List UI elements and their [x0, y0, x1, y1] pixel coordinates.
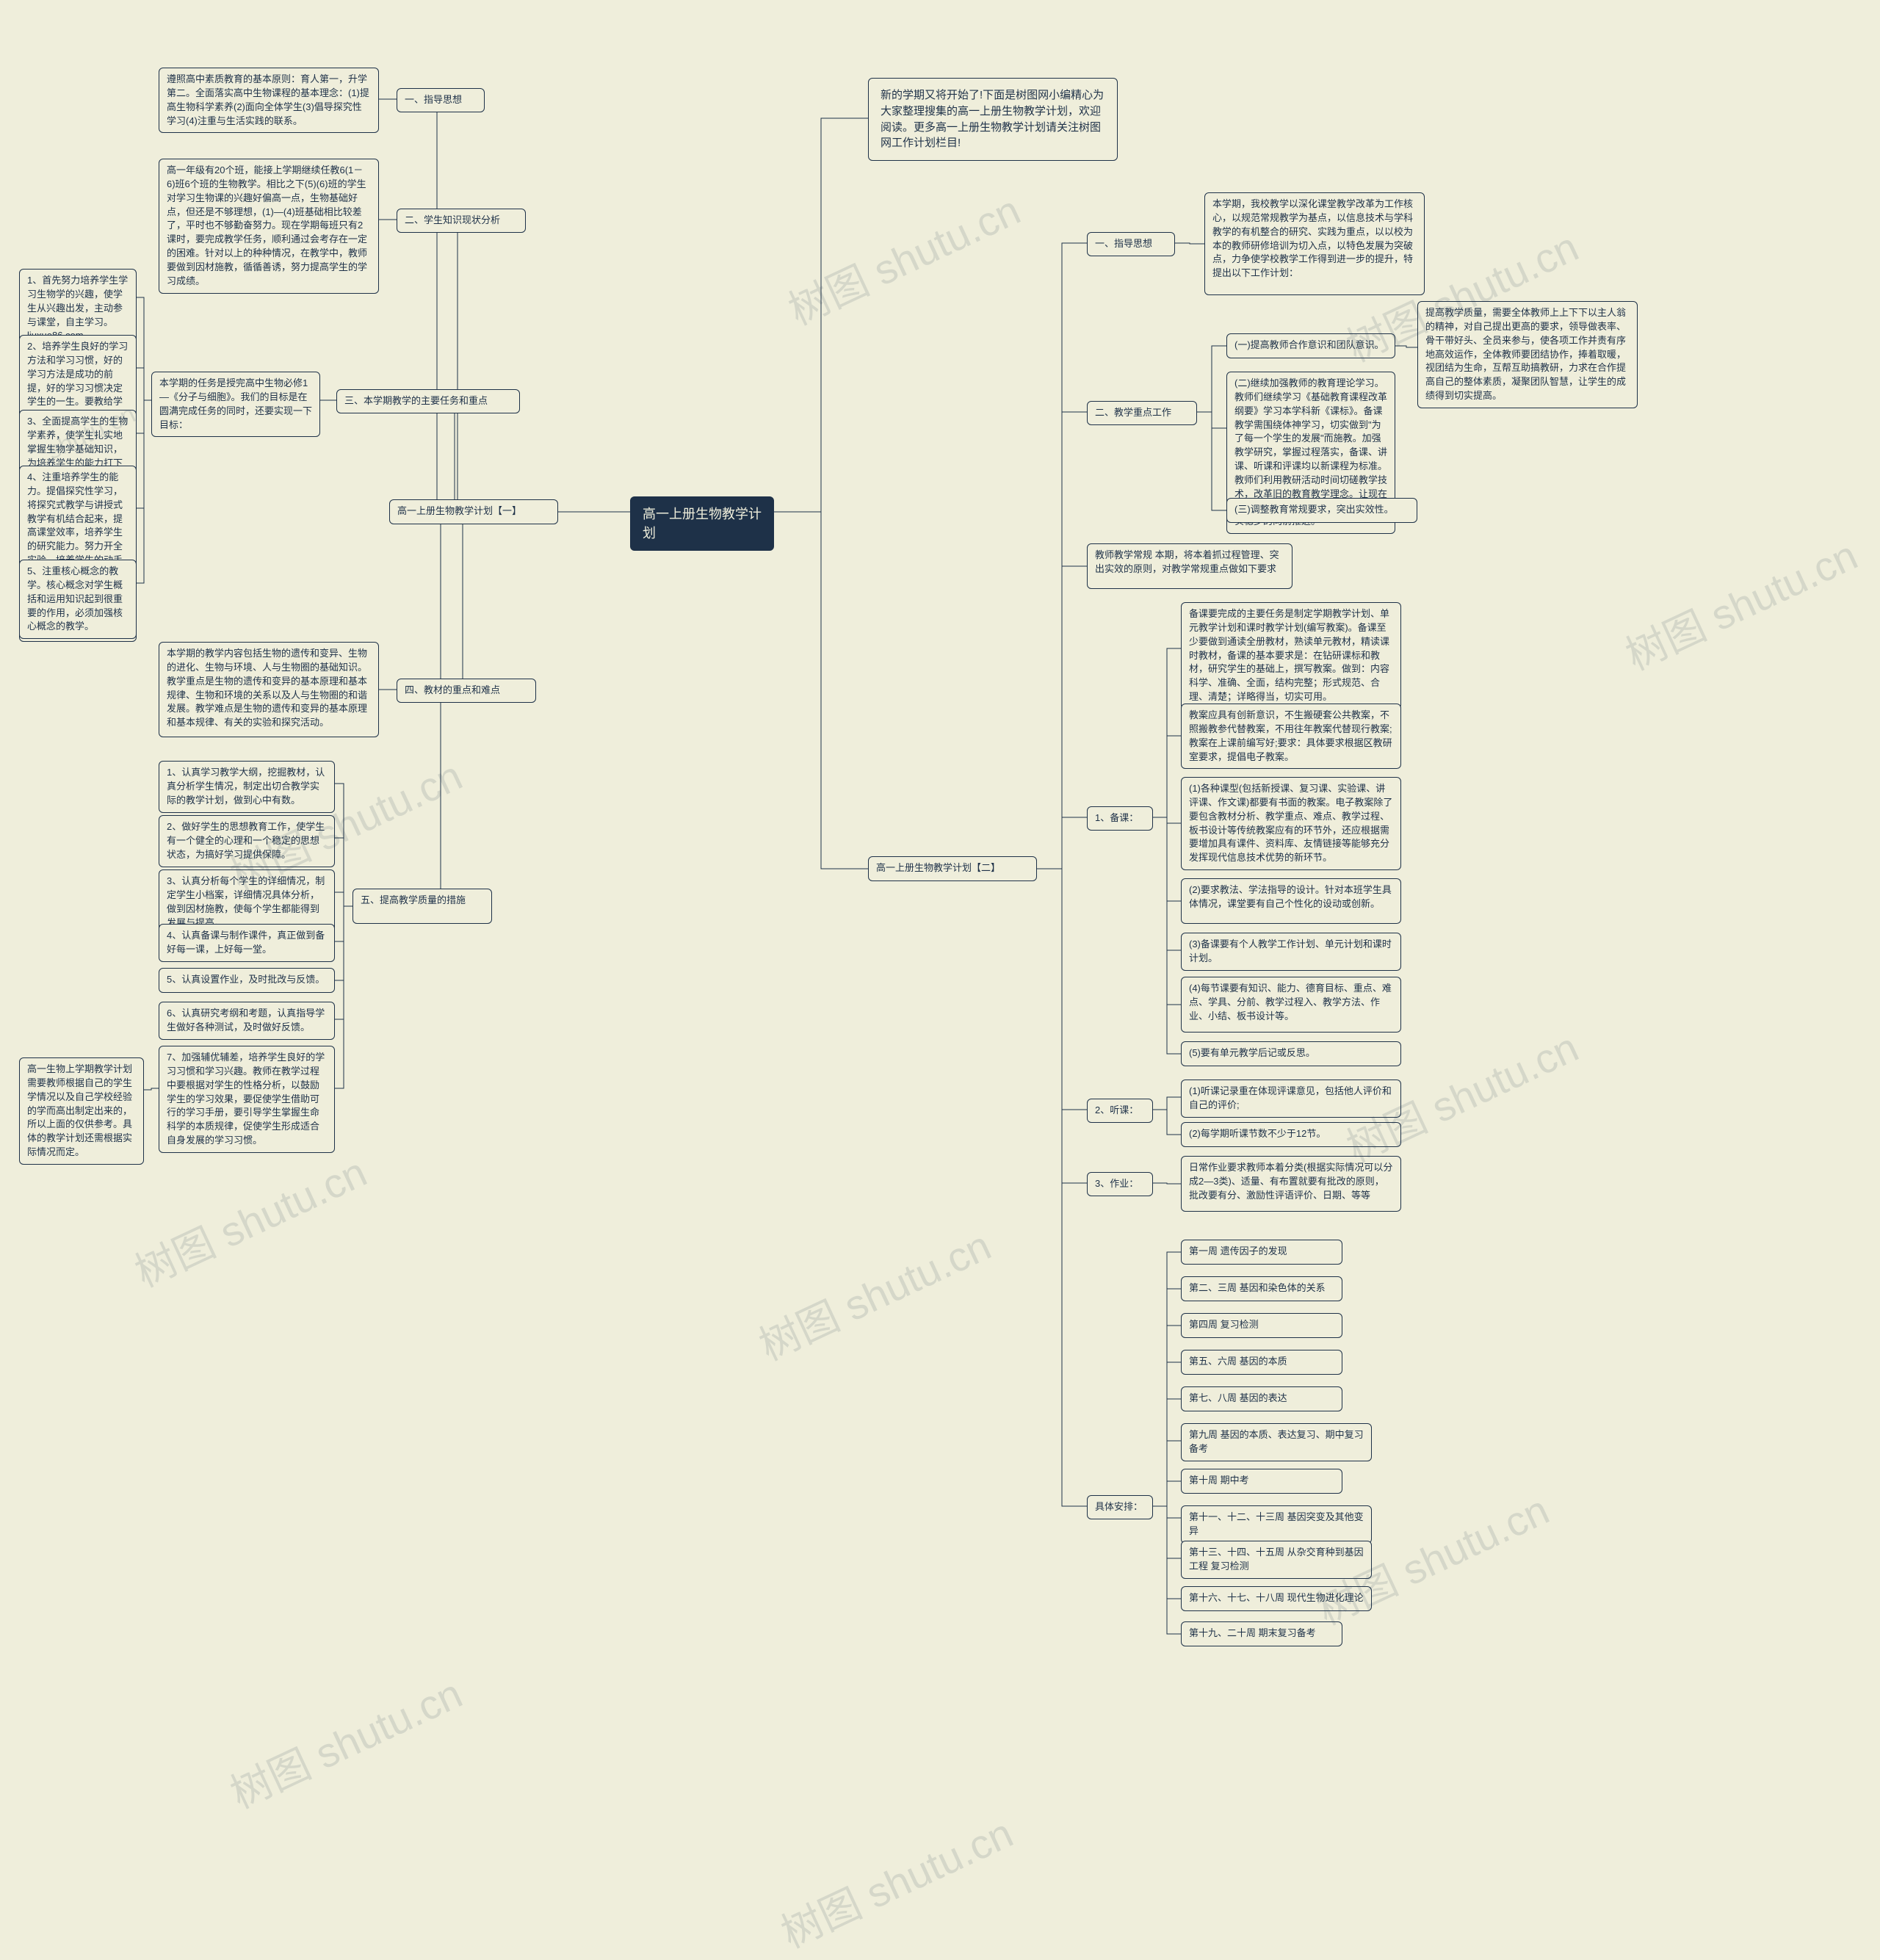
- mindmap-node[interactable]: 高一生物上学期教学计划需要教师根据自己的学生学情况以及自己学校经验的学而高出制定…: [19, 1057, 144, 1165]
- mindmap-node[interactable]: (5)要有单元教学后记或反思。: [1181, 1041, 1401, 1066]
- mindmap-node[interactable]: 3、作业：: [1087, 1172, 1153, 1196]
- mindmap-node[interactable]: 具体安排：: [1087, 1495, 1153, 1519]
- mindmap-node[interactable]: 第十周 期中考: [1181, 1469, 1342, 1494]
- connector: [1197, 412, 1226, 510]
- mindmap-node[interactable]: 第十六、十七、十八周 现代生物进化理论: [1181, 1586, 1372, 1611]
- mindmap-node[interactable]: 1、备课：: [1087, 806, 1153, 831]
- mindmap-node[interactable]: (2)每学期听课节数不少于12节。: [1181, 1122, 1401, 1147]
- connector: [335, 906, 352, 1088]
- connector: [389, 512, 492, 906]
- mindmap-node[interactable]: 7、加强辅优辅差，培养学生良好的学习习惯和学习兴趣。教师在教学过程中要根据对学生…: [159, 1046, 335, 1153]
- mindmap-node[interactable]: (1)各种课型(包括新授课、复习课、实验课、讲评课、作文课)都要有书面的教案。电…: [1181, 777, 1401, 870]
- mindmap-node[interactable]: 高一上册生物教学计划【二】: [868, 856, 1037, 881]
- mindmap-node[interactable]: 第一周 遗传因子的发现: [1181, 1240, 1342, 1265]
- mindmap-node[interactable]: (2)要求教法、学法指导的设计。针对本班学生具体情况，课堂要有自己个性化的设动或…: [1181, 878, 1401, 924]
- mindmap-node[interactable]: 6、认真研究考纲和考题，认真指导学生做好各种测试，及时做好反馈。: [159, 1002, 335, 1040]
- mindmap-node[interactable]: 一、指导思想: [1087, 232, 1175, 256]
- connector: [1197, 346, 1226, 412]
- mindmap-node[interactable]: 高一上册生物教学计划【一】: [389, 499, 558, 524]
- mindmap-node[interactable]: 提高教学质量，需要全体教师上上下下以主人翁的精神，对自己提出更高的要求，领导做表…: [1417, 301, 1638, 408]
- mindmap-node[interactable]: 2、听课：: [1087, 1099, 1153, 1123]
- connector: [1153, 1183, 1181, 1184]
- mindmap-node[interactable]: 日常作业要求教师本着分类(根据实际情况可以分成2—3类)、适量、有布置就要有批改…: [1181, 1156, 1401, 1212]
- mindmap-node[interactable]: 5、注重核心概念的教学。核心概念对学生概括和运用知识起到很重要的作用，必须加强核…: [19, 560, 137, 639]
- connector: [144, 1088, 159, 1090]
- mindmap-node[interactable]: 四、教材的重点和难点: [397, 679, 536, 703]
- connector: [389, 99, 485, 512]
- mindmap-node[interactable]: 第十九、二十周 期末复习备考: [1181, 1621, 1342, 1646]
- connector: [1037, 817, 1087, 869]
- connector: [774, 118, 868, 512]
- connector: [1037, 869, 1087, 1506]
- mindmap-node[interactable]: 第九周 基因的本质、表达复习、期中复习备考: [1181, 1423, 1372, 1461]
- mindmap-node[interactable]: 本学期的任务是授完高中生物必修1—《分子与细胞》。我们的目标是在圆满完成任务的同…: [151, 372, 320, 437]
- mindmap-node[interactable]: 二、学生知识现状分析: [397, 209, 526, 233]
- mindmap-node[interactable]: (4)每节课要有知识、能力、德育目标、重点、难点、学具、分前、教学过程入、教学方…: [1181, 977, 1401, 1033]
- connector: [1153, 736, 1181, 817]
- mindmap-node[interactable]: 5、认真设置作业，及时批改与反馈。: [159, 968, 335, 993]
- mindmap-node[interactable]: 1、认真学习教学大纲，挖掘教材，认真分析学生情况，制定出切合教学实际的教学计划，…: [159, 761, 335, 813]
- connector: [389, 400, 520, 512]
- mindmap-node[interactable]: 第五、六周 基因的本质: [1181, 1350, 1342, 1375]
- mindmap-node[interactable]: 高一年级有20个班，能接上学期继续任教6(1－6)班6个班的生物教学。相比之下(…: [159, 159, 379, 294]
- connector: [1153, 1481, 1181, 1506]
- mindmap-node[interactable]: 遵照高中素质教育的基本原则：育人第一，升学第二。全面落实高中生物课程的基本理念：…: [159, 68, 379, 133]
- mindmap-node[interactable]: 本学期的教学内容包括生物的遗传和变异、生物的进化、生物与环境、人与生物圈的基础知…: [159, 642, 379, 737]
- mindmap-node[interactable]: 三、本学期教学的主要任务和重点: [336, 389, 520, 413]
- connector: [1153, 1506, 1181, 1634]
- mindmap-node[interactable]: 高一上册生物教学计划: [630, 496, 774, 551]
- connector: [389, 512, 536, 690]
- mindmap-node[interactable]: (三)调整教育常规要求，突出实效性。: [1226, 498, 1417, 523]
- connector: [1175, 243, 1204, 244]
- mindmap-node[interactable]: (3)备课要有个人教学工作计划、单元计划和课时计划。: [1181, 933, 1401, 971]
- mindmap-node[interactable]: 新的学期又将开始了!下面是树图网小编精心为大家整理搜集的高一上册生物教学计划，欢…: [868, 78, 1118, 161]
- mindmap-node[interactable]: 第二、三周 基因和染色体的关系: [1181, 1276, 1342, 1301]
- mindmap-node[interactable]: (一)提高教师合作意识和团队意识。: [1226, 333, 1395, 358]
- mindmap-node[interactable]: 教案应具有创新意识，不生搬硬套公共教案，不照搬教参代替教案，不用往年教案代替现行…: [1181, 704, 1401, 769]
- connector: [774, 512, 868, 869]
- mindmap-node[interactable]: 一、指导思想: [397, 88, 485, 112]
- connector: [1395, 346, 1417, 347]
- mindmap-node[interactable]: 第十三、十四、十五周 从杂交育种到基因工程 复习检测: [1181, 1541, 1372, 1579]
- mindmap-node[interactable]: 二、教学重点工作: [1087, 401, 1197, 425]
- mindmap-node[interactable]: 2、做好学生的思想教育工作，使学生有一个健全的心理和一个稳定的思想状态，为搞好学…: [159, 815, 335, 867]
- connector: [137, 400, 151, 583]
- mindmap-node[interactable]: 第十一、十二、十三周 基因突变及其他变异: [1181, 1505, 1372, 1544]
- mindmap-node[interactable]: 教师教学常规 本期，将本着抓过程管理、突出实效的原则，对教学常规重点做如下要求: [1087, 543, 1292, 589]
- connector: [1153, 1110, 1181, 1135]
- mindmap-node[interactable]: 备课要完成的主要任务是制定学期教学计划、单元教学计划和课时教学计划(编写教案)。…: [1181, 602, 1401, 709]
- connector: [389, 220, 526, 512]
- mindmap-node[interactable]: 本学期，我校教学以深化课堂教学改革为工作核心，以规范常规教学为基点，以信息技术与…: [1204, 192, 1425, 295]
- mindmap-node[interactable]: 五、提高教学质量的措施: [352, 889, 492, 924]
- connector: [137, 368, 151, 400]
- mindmap-node[interactable]: (1)听课记录重在体现评课意见，包括他人评价和自己的评价;: [1181, 1080, 1401, 1118]
- connector: [335, 892, 352, 906]
- mindmap-node[interactable]: 第七、八周 基因的表达: [1181, 1386, 1342, 1411]
- connector: [1153, 1097, 1181, 1110]
- mindmap-node[interactable]: 4、认真备课与制作课件，真正做到备好每一课，上好每一堂。: [159, 924, 335, 962]
- connector: [1153, 817, 1181, 1054]
- mindmap-node[interactable]: 第四周 复习检测: [1181, 1313, 1342, 1338]
